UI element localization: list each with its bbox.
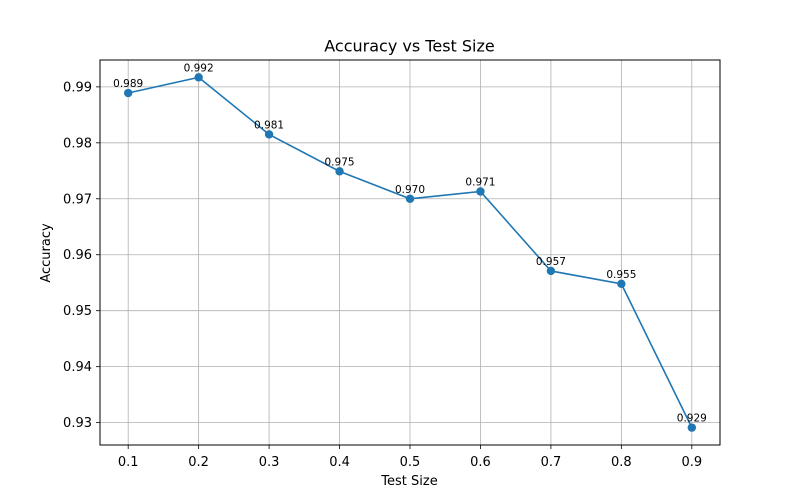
x-tick-label: 0.1 bbox=[118, 455, 139, 470]
data-label: 0.957 bbox=[536, 256, 566, 268]
x-tick-label: 0.9 bbox=[681, 455, 702, 470]
x-tick-label: 0.8 bbox=[611, 455, 632, 470]
data-label: 0.955 bbox=[606, 269, 636, 281]
x-axis-label: Test Size bbox=[380, 474, 437, 489]
data-point bbox=[123, 88, 133, 98]
x-tick-label: 0.5 bbox=[400, 455, 421, 470]
data-label: 0.975 bbox=[325, 156, 355, 168]
x-tick-label: 0.7 bbox=[541, 455, 562, 470]
data-point bbox=[617, 279, 626, 289]
y-tick-label: 0.99 bbox=[63, 80, 92, 95]
x-tick-label: 0.3 bbox=[259, 455, 280, 470]
data-point bbox=[476, 187, 485, 196]
data-label: 0.992 bbox=[184, 62, 214, 74]
data-point bbox=[194, 73, 203, 82]
data-label-layer: 0.989 0.992 0.981 0.975 0.970 0.971 0.957 0.955… bbox=[113, 62, 707, 424]
data-label: 0.989 bbox=[113, 78, 143, 90]
tick-layer: 0.1 0.2 0.3 0.4 0.5 0.6 0.7 0.8 0.9 0.93 0.94 0.95 0… bbox=[63, 80, 702, 470]
data-point bbox=[405, 194, 415, 203]
y-tick-label: 0.97 bbox=[63, 192, 92, 207]
x-tick-label: 0.2 bbox=[188, 455, 209, 470]
data-label: 0.981 bbox=[254, 119, 284, 131]
grid-layer bbox=[100, 60, 720, 445]
data-point bbox=[687, 423, 697, 432]
x-tick-label: 0.6 bbox=[470, 455, 491, 470]
series-layer bbox=[123, 73, 697, 432]
y-tick-label: 0.96 bbox=[63, 248, 92, 263]
y-tick-label: 0.95 bbox=[63, 304, 92, 319]
y-tick-label: 0.98 bbox=[63, 136, 92, 151]
data-point bbox=[335, 167, 344, 176]
data-label: 0.970 bbox=[395, 184, 425, 196]
y-axis-label: Accuracy bbox=[39, 223, 54, 283]
chart-title: Accuracy vs Test Size bbox=[324, 37, 494, 56]
x-tick-label: 0.4 bbox=[329, 455, 350, 470]
data-label: 0.971 bbox=[465, 177, 495, 189]
data-point bbox=[546, 266, 556, 276]
y-tick-label: 0.93 bbox=[63, 416, 92, 431]
data-label: 0.929 bbox=[677, 413, 707, 425]
y-tick-label: 0.94 bbox=[63, 360, 92, 375]
data-point bbox=[264, 130, 274, 139]
